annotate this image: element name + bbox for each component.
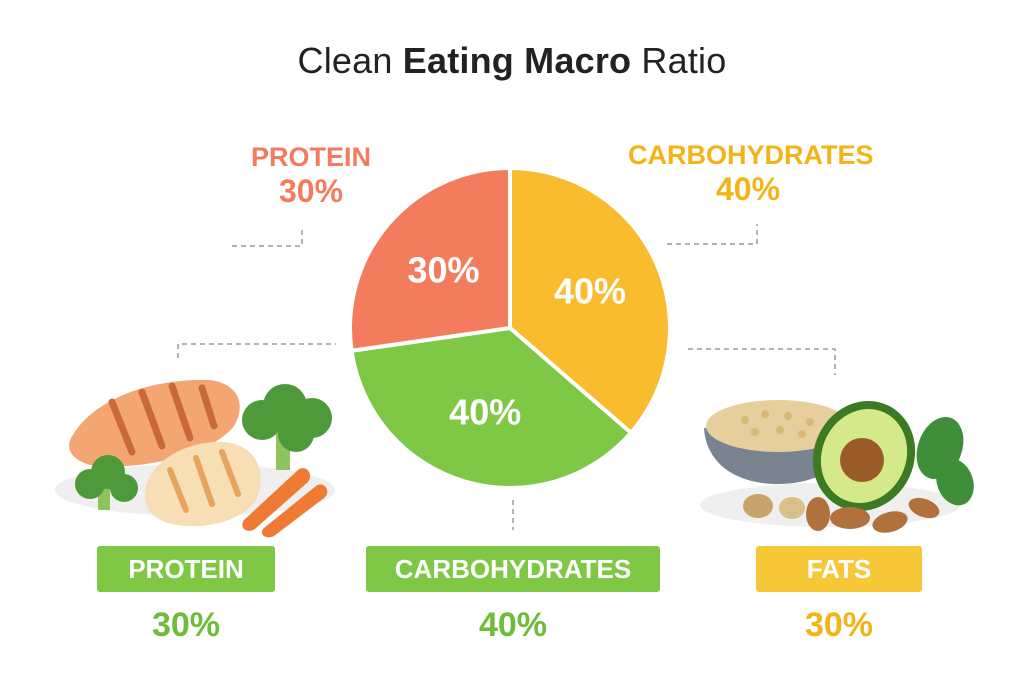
badge-carbohydrates: CARBOHYDRATES — [366, 546, 660, 592]
top-label-carbohydrates-pct: 40% — [715, 171, 781, 207]
pie-slice-label-1: 40% — [554, 270, 626, 311]
pie-slice-2 — [349, 325, 634, 490]
broccoli — [75, 384, 332, 510]
leader-line-protein-bottom — [177, 343, 336, 358]
badge-protein-pct: 30% — [151, 606, 221, 644]
badge-carbohydrates-pct: 40% — [478, 606, 548, 644]
badge-protein: PROTEIN — [97, 546, 275, 592]
title-part-2: Eating Macro — [402, 40, 632, 81]
leader-lines — [177, 224, 836, 530]
chart-title: Clean Eating Macro Ratio — [0, 40, 1024, 82]
top-label-protein-pct: 30% — [278, 173, 344, 209]
top-label-carbohydrates: CARBOHYDRATES 40% — [628, 140, 874, 208]
nuts — [743, 494, 940, 533]
top-label-carbohydrates-name: CARBOHYDRATES — [628, 140, 874, 170]
pie-slice-label-2: 40% — [449, 391, 521, 432]
leader-line-fats — [688, 348, 836, 375]
pie: 40% 40% 30% — [348, 165, 672, 490]
avocado — [812, 401, 916, 511]
leader-line-carbs-top — [667, 224, 758, 245]
protein-food-illustration — [55, 379, 335, 538]
pie-slice-0 — [348, 165, 512, 354]
title-part-1: Clean — [297, 40, 403, 81]
title-part-3: Ratio — [631, 40, 727, 81]
pie-slice-1 — [508, 165, 672, 436]
spinach-leaves — [916, 417, 974, 506]
leader-line-protein-top — [232, 226, 303, 247]
top-label-protein: PROTEIN 30% — [216, 142, 406, 210]
badge-fats-pct: 30% — [804, 606, 874, 644]
grains — [706, 400, 850, 452]
badge-fats: FATS — [756, 546, 922, 592]
top-label-protein-name: PROTEIN — [250, 142, 371, 172]
fats-food-illustration — [700, 400, 974, 533]
pie-slice-label-0: 30% — [407, 249, 479, 290]
carrots — [242, 468, 328, 538]
